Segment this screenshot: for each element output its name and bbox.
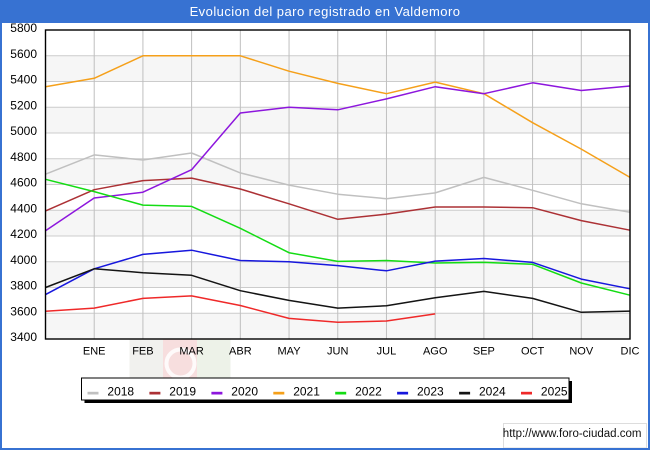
svg-text:JUL: JUL xyxy=(377,345,397,357)
svg-text:JUN: JUN xyxy=(327,345,348,357)
svg-text:5000: 5000 xyxy=(10,124,37,138)
svg-text:4800: 4800 xyxy=(10,150,37,164)
svg-text:2023: 2023 xyxy=(417,385,444,399)
svg-text:2024: 2024 xyxy=(479,385,506,399)
svg-text:FEB: FEB xyxy=(132,345,153,357)
svg-text:ENE: ENE xyxy=(83,345,106,357)
svg-text:5800: 5800 xyxy=(10,21,37,35)
svg-text:2021: 2021 xyxy=(293,385,320,399)
svg-text:3600: 3600 xyxy=(10,304,37,318)
svg-text:MAR: MAR xyxy=(179,345,204,357)
svg-text:2025: 2025 xyxy=(541,385,568,399)
svg-text:2020: 2020 xyxy=(231,385,258,399)
svg-text:4000: 4000 xyxy=(10,253,37,267)
svg-text:MAY: MAY xyxy=(278,345,302,357)
svg-text:2018: 2018 xyxy=(107,385,134,399)
svg-text:http://www.foro-ciudad.com: http://www.foro-ciudad.com xyxy=(503,428,642,440)
svg-text:AGO: AGO xyxy=(423,345,448,357)
svg-text:SEP: SEP xyxy=(473,345,495,357)
svg-text:NOV: NOV xyxy=(569,345,594,357)
svg-text:4200: 4200 xyxy=(10,227,37,241)
svg-text:4600: 4600 xyxy=(10,176,37,190)
svg-text:OCT: OCT xyxy=(521,345,545,357)
svg-text:3400: 3400 xyxy=(10,330,37,344)
svg-text:2022: 2022 xyxy=(355,385,382,399)
svg-text:ABR: ABR xyxy=(229,345,252,357)
svg-text:5200: 5200 xyxy=(10,98,37,112)
svg-text:DIC: DIC xyxy=(621,345,640,357)
svg-text:5600: 5600 xyxy=(10,47,37,61)
svg-text:2019: 2019 xyxy=(169,385,196,399)
svg-text:4400: 4400 xyxy=(10,201,37,215)
svg-text:5400: 5400 xyxy=(10,73,37,87)
svg-text:3800: 3800 xyxy=(10,279,37,293)
